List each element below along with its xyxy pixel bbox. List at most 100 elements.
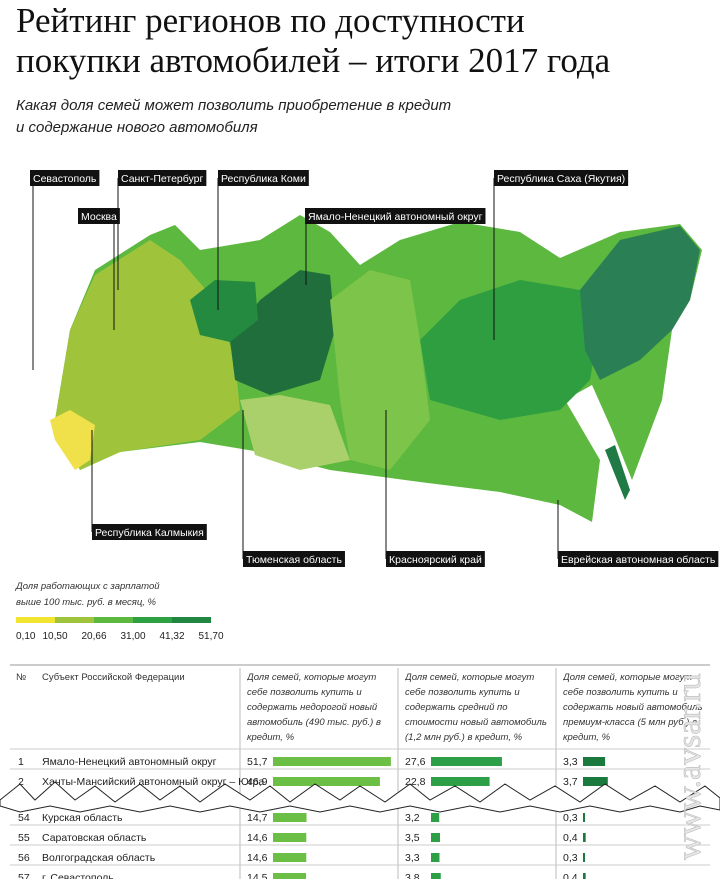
region-label-bg <box>78 208 120 224</box>
row-number: 2 <box>18 776 24 788</box>
column-header: Доля семей, которые могут себе позволить… <box>563 672 703 743</box>
cell-bar <box>583 813 586 822</box>
region-label-bg <box>30 170 100 186</box>
watermark: www.avsar.ru <box>671 673 708 860</box>
cell-value: 0,3 <box>563 852 578 864</box>
legend-tick: 31,00 <box>120 631 145 642</box>
region-label-bg <box>305 208 486 224</box>
title-line: Рейтинг регионов по доступности <box>16 1 525 40</box>
row-name: Саратовская область <box>42 832 147 844</box>
column-header: № <box>16 672 27 683</box>
torn-edge <box>0 781 720 813</box>
east-region <box>580 226 700 380</box>
cell-value: 3,3 <box>563 756 578 768</box>
komi-region <box>190 280 258 342</box>
krasnoyarsk-region <box>330 270 430 470</box>
cell-value: 3,8 <box>405 872 420 879</box>
region-label: Республика Саха (Якутия) <box>497 173 625 185</box>
cell-value: 14,7 <box>247 812 268 824</box>
cell-bar <box>431 813 440 822</box>
cell-value: 46,9 <box>247 776 268 788</box>
sakhalin <box>605 445 630 500</box>
subtitle-line: Какая доля семей может позволить приобре… <box>16 97 451 114</box>
column-header: Доля семей, которые могут себе позволить… <box>247 672 381 743</box>
legend-swatch <box>94 617 133 623</box>
cell-value: 0,3 <box>563 812 578 824</box>
region-label-bg <box>558 551 719 567</box>
region-label-bg <box>92 524 207 540</box>
region-label: Тюменская область <box>246 554 342 566</box>
column-header-box: Доля семей, которые могут себе позволить… <box>247 672 381 743</box>
cell-value: 3,5 <box>405 832 420 844</box>
yakutia-region <box>420 280 600 420</box>
tyumen-region <box>240 395 350 470</box>
cell-value: 3,3 <box>405 852 420 864</box>
cell-bar <box>273 813 307 822</box>
region-label-bg <box>218 170 309 186</box>
cell-value: 0,4 <box>563 872 578 879</box>
region-label-bg <box>494 170 629 186</box>
cell-bar <box>273 873 307 879</box>
cell-bar <box>273 777 380 786</box>
region-label: Москва <box>81 211 117 223</box>
cell-value: 14,5 <box>247 872 268 879</box>
cell-value: 3,2 <box>405 812 420 824</box>
row-number: 56 <box>18 852 30 864</box>
title-line: покупки автомобилей – итоги 2017 года <box>16 41 611 80</box>
region-label: Севастополь <box>33 173 97 185</box>
region-label: Республика Калмыкия <box>95 527 204 539</box>
legend-tick: 10,50 <box>42 631 67 642</box>
row-name: г. Севастополь <box>42 872 114 879</box>
cell-bar <box>273 833 307 842</box>
legend-swatch <box>133 617 172 623</box>
legend-title: выше 100 тыс. руб. в месяц, % <box>16 597 157 608</box>
cell-bar <box>431 833 440 842</box>
cell-bar <box>583 873 586 879</box>
legend-tick: 20,66 <box>81 631 106 642</box>
row-name: Ямало-Ненецкий автономный округ <box>42 756 217 768</box>
cell-value: 0,4 <box>563 832 578 844</box>
legend-swatch <box>172 617 211 623</box>
cell-value: 14,6 <box>247 832 268 844</box>
cell-value: 51,7 <box>247 756 268 768</box>
cell-bar <box>431 757 502 766</box>
region-label: Республика Коми <box>221 173 306 185</box>
cell-value: 27,6 <box>405 756 426 768</box>
region-label: Санкт-Петербург <box>121 173 204 185</box>
row-number: 55 <box>18 832 30 844</box>
row-number: 54 <box>18 812 30 824</box>
region-label-bg <box>386 551 485 567</box>
region-label: Еврейская автономная область <box>561 554 716 566</box>
legend-title: Доля работающих с зарплатой <box>15 581 160 592</box>
row-number: 1 <box>18 756 24 768</box>
region-label: Ямало-Ненецкий автономный округ <box>308 211 483 223</box>
cell-bar <box>583 833 586 842</box>
cell-bar <box>431 777 490 786</box>
column-header-box: Субъект Российской Федерации <box>42 672 185 683</box>
column-header-box: Доля семей, которые могут себе позволить… <box>563 672 703 743</box>
region-label: Красноярский край <box>389 554 482 566</box>
cell-bar <box>273 853 307 862</box>
legend-tick: 41,32 <box>159 631 184 642</box>
legend-tick: 0,10 <box>16 631 36 642</box>
cell-bar <box>273 757 391 766</box>
column-header-box: Доля семей, которые могут себе позволить… <box>405 672 547 743</box>
column-header: Субъект Российской Федерации <box>42 672 185 683</box>
cell-value: 14,6 <box>247 852 268 864</box>
map-shapes <box>50 215 702 522</box>
region-label-bg <box>243 551 345 567</box>
row-name: Курская область <box>42 812 123 824</box>
region-label-bg <box>118 170 207 186</box>
cell-value: 3,7 <box>563 776 578 788</box>
legend-swatch <box>16 617 55 623</box>
row-name: Ханты-Мансийский автономный округ – Югра <box>42 776 264 788</box>
cell-bar <box>431 853 440 862</box>
cell-bar <box>583 853 586 862</box>
row-number: 57 <box>18 872 30 879</box>
cell-bar <box>583 757 606 766</box>
legend-tick: 51,70 <box>198 631 223 642</box>
column-header-box: № <box>16 672 27 683</box>
cell-bar <box>431 873 441 879</box>
row-name: Волгоградская область <box>42 852 156 864</box>
